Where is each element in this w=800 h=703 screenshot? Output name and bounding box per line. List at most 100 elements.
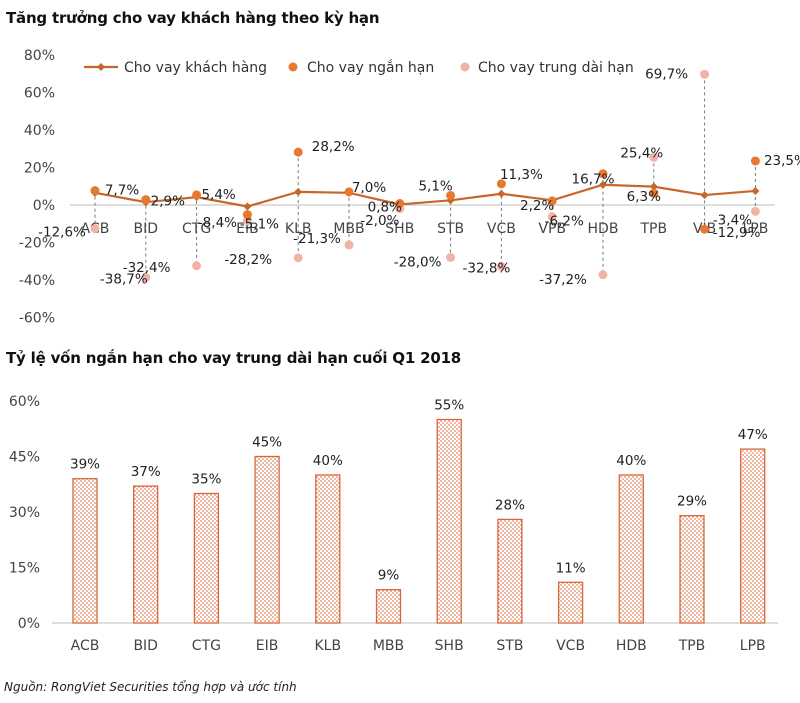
short-term-dot: [649, 188, 659, 198]
long-term-data-label: 25,4%: [620, 145, 663, 161]
x-tick-label: VCB: [556, 638, 585, 654]
legend-label-long-term: Cho vay trung dài hạn: [478, 60, 634, 76]
bar: [315, 474, 341, 624]
long-term-dot: [700, 69, 710, 79]
y-tick-label: 60%: [9, 394, 40, 410]
short-term-dot: [598, 169, 608, 179]
legend-label-short-term: Cho vay ngắn hạn: [307, 59, 434, 76]
x-tick-label: EIB: [236, 221, 259, 237]
diamond-marker: [497, 189, 506, 198]
short-term-dot: [192, 190, 202, 200]
loan-growth-chart: 80%60%40%20%0%-20%-40%-60%ACBBIDCTGEIBKL…: [19, 48, 800, 327]
long-term-data-label: -37,2%: [539, 272, 587, 288]
short-term-data-label: 23,5%: [764, 153, 800, 169]
short-term-dot: [446, 190, 456, 200]
short-term-dot: [90, 186, 100, 196]
long-term-dot: [598, 270, 608, 280]
short-term-dot: [496, 179, 506, 189]
x-tick-label: SHB: [385, 221, 414, 237]
x-tick-label: BID: [134, 221, 159, 237]
bar: [557, 581, 584, 624]
x-tick-label: HDB: [588, 221, 619, 237]
short-term-dot: [547, 196, 557, 206]
y-tick-label: 40%: [24, 123, 55, 139]
short-term-data-label: 5,4%: [201, 187, 235, 203]
bar: [72, 478, 98, 624]
short-term-data-label: 28,2%: [312, 139, 355, 155]
x-tick-label: KLB: [315, 638, 342, 654]
long-term-dot: [192, 261, 202, 271]
short-term-dot: [344, 187, 354, 197]
long-term-data-label: -2,0%: [360, 213, 399, 229]
short-term-data-label: 5,1%: [418, 178, 452, 194]
long-term-data-label: -32,4%: [123, 260, 171, 276]
x-tick-label: STB: [437, 221, 464, 237]
short-term-data-label: -12,9%: [713, 225, 761, 241]
short-term-data-label: 16,7%: [572, 172, 615, 188]
x-tick-label: TPB: [639, 221, 667, 237]
bar-value-label: 37%: [131, 464, 161, 480]
y-tick-label: 30%: [9, 505, 40, 521]
short-term-dot: [700, 224, 710, 234]
y-tick-label: 0%: [18, 616, 40, 632]
long-term-dot: [496, 262, 506, 271]
diamond-marker: [599, 180, 607, 189]
x-tick-label: EIB: [256, 638, 279, 654]
bar: [679, 515, 705, 624]
legend-label-total-loans: Cho vay khách hàng: [124, 60, 267, 76]
bar: [436, 418, 462, 624]
bar-value-label: 9%: [378, 568, 400, 584]
y-tick-label: 20%: [24, 161, 55, 177]
long-term-data-label: -8,4%: [198, 215, 237, 231]
long-term-data-label: -21,3%: [293, 231, 341, 247]
bar-value-label: 35%: [191, 472, 221, 488]
bar-value-label: 40%: [616, 453, 646, 469]
bar-value-label: 39%: [70, 457, 100, 473]
long-term-dot: [293, 253, 303, 263]
bar: [133, 485, 159, 624]
y-tick-label: 60%: [24, 86, 55, 102]
x-tick-label: BID: [133, 638, 158, 654]
x-tick-label: VPB: [538, 221, 566, 237]
long-term-dot: [141, 273, 151, 283]
long-term-dot: [547, 212, 557, 222]
short-term-dot: [395, 199, 405, 208]
long-term-dot: [344, 240, 354, 250]
source-note: Nguồn: RongViet Securities tổng hợp và ư…: [4, 680, 297, 694]
y-tick-label: 15%: [9, 561, 40, 577]
x-tick-label: LPB: [740, 638, 766, 654]
diamond-marker: [700, 191, 709, 200]
series-line-total-loans: [94, 183, 756, 208]
long-term-data-label: -38,7%: [100, 272, 148, 288]
long-term-data-label: -28,2%: [224, 252, 272, 268]
legend-diamond-swatch: [97, 63, 105, 71]
long-term-data-label: -6,2%: [545, 214, 584, 230]
short-term-dot: [141, 195, 151, 205]
x-tick-label: STB: [496, 638, 523, 654]
x-tick-label: HDB: [616, 638, 647, 654]
y-tick-label: -20%: [19, 236, 55, 252]
short-term-data-label: 2,2%: [520, 198, 554, 214]
short-term-data-label: -5,1%: [240, 217, 279, 233]
long-term-data-label: -32,8%: [463, 261, 511, 277]
short-term-data-label: 11,3%: [500, 167, 543, 183]
bar: [193, 492, 220, 624]
long-term-dot: [90, 224, 100, 234]
short-term-dot: [750, 156, 760, 166]
chart2-title: Tỷ lệ vốn ngắn hạn cho vay trung dài hạn…: [6, 349, 462, 367]
short-term-data-label: 7,0%: [352, 180, 386, 196]
short-term-dot: [293, 147, 303, 157]
y-tick-label: 45%: [9, 450, 40, 466]
x-tick-label: CTG: [192, 638, 221, 654]
x-tick-label: MBB: [333, 221, 364, 237]
y-tick-label: -60%: [19, 311, 55, 327]
bar: [740, 448, 766, 624]
legend-dot-long-term: [460, 62, 470, 72]
x-tick-label: VCB: [487, 221, 516, 237]
short-term-data-label: 7,7%: [105, 183, 139, 199]
bar-value-label: 40%: [313, 453, 343, 469]
short-term-data-label: 0,8%: [368, 200, 402, 216]
x-tick-label: LPB: [742, 221, 768, 237]
long-term-data-label: -28,0%: [394, 255, 442, 271]
x-tick-label: KLB: [285, 221, 312, 237]
